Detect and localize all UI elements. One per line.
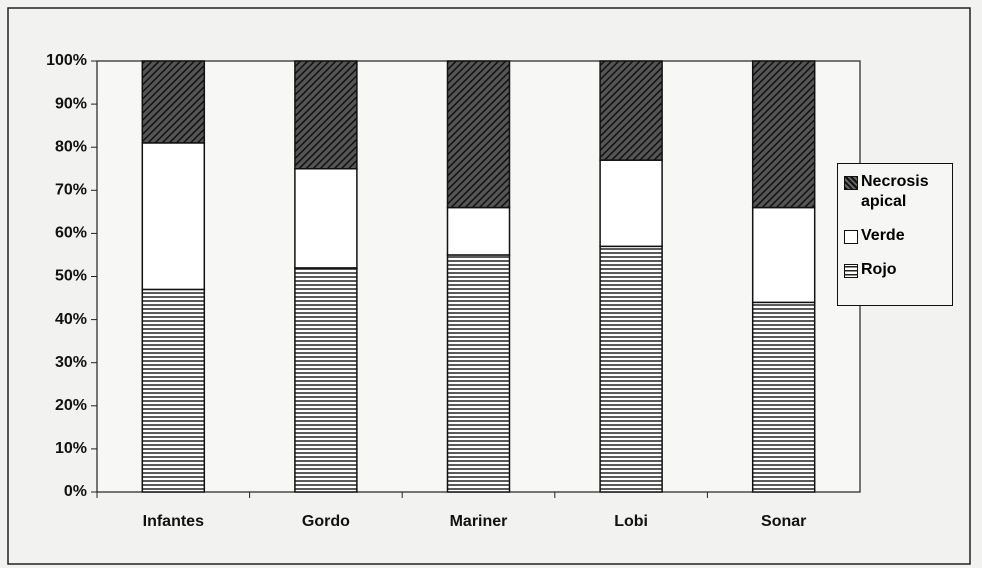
bar-segment (446, 60, 511, 209)
bar-segment (141, 142, 206, 291)
x-tick-label: Lobi (614, 513, 648, 530)
y-tick-label: 50% (55, 268, 87, 285)
legend-entry: Necrosis apical (842, 172, 948, 212)
x-tick-label: Mariner (450, 513, 508, 530)
legend-label: Rojo (861, 261, 897, 278)
bar-segment (446, 206, 511, 256)
legend-entry: Verde (842, 226, 948, 246)
y-tick-label: 90% (55, 95, 87, 112)
bar-segment (599, 159, 663, 248)
y-tick-label: 0% (64, 483, 87, 500)
y-tick-label: 100% (46, 52, 87, 69)
x-tick-label: Gordo (302, 513, 350, 530)
y-tick-label: 10% (55, 440, 87, 457)
legend-label: Verde (861, 227, 905, 244)
legend-entry: Rojo (842, 260, 948, 280)
legend: Necrosis apical Verde Rojo (837, 163, 953, 306)
y-tick-label: 80% (55, 138, 87, 155)
frame (7, 7, 971, 565)
y-tick-label: 30% (55, 354, 87, 371)
legend-swatch (844, 176, 858, 190)
y-tick-label: 70% (55, 182, 87, 199)
y-tick-label: 40% (55, 311, 87, 328)
x-tick-label: Sonar (761, 513, 806, 530)
bar-segment (751, 301, 816, 493)
bar-segment (446, 254, 511, 493)
bar-segment (599, 60, 663, 161)
x-tick-label: Infantes (143, 513, 204, 530)
bar-segment (141, 288, 206, 493)
bar-segment (294, 60, 358, 170)
legend-swatch (844, 230, 858, 244)
bar-segment (751, 206, 816, 304)
bar-segment (751, 60, 816, 209)
y-tick-label: 20% (55, 397, 87, 414)
legend-swatch (844, 264, 858, 278)
bar-segment (294, 267, 358, 493)
bar-segment (599, 245, 663, 493)
y-tick-label: 60% (55, 225, 87, 242)
bar-segment (294, 168, 358, 269)
bar-segment (141, 60, 206, 144)
legend-label: Necrosis apical (861, 173, 929, 210)
